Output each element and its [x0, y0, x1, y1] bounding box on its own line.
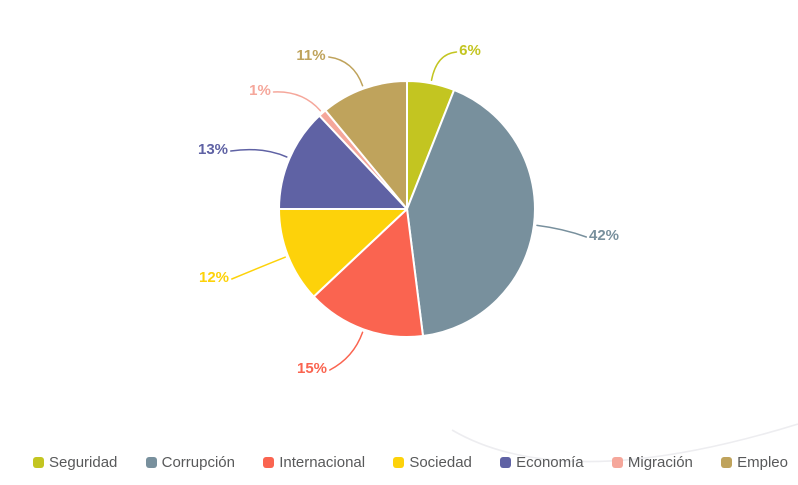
slice-percentage-label-economía: 13% [198, 141, 228, 158]
pie-slice-economía[interactable] [278, 114, 408, 210]
legend-label: Internacional [279, 453, 366, 471]
slice-percentage-label-empleo: 11% [296, 47, 325, 64]
legend-item-seguridad[interactable]: Seguridad [33, 454, 117, 471]
pie-slice-empleo[interactable] [324, 80, 408, 210]
legend-item-corrupción[interactable]: Corrupción [145, 453, 235, 471]
pie-slice-internacional[interactable] [312, 208, 424, 338]
legend-label: Seguridad [49, 453, 118, 471]
leader-line-seguridad [430, 51, 458, 82]
pie-slice-corrupción[interactable] [406, 89, 536, 337]
pie-slice-sociedad[interactable] [278, 208, 408, 298]
legend-swatch-empleo [721, 456, 733, 468]
watermark-arc [451, 423, 798, 463]
legend-label: Migración [627, 453, 693, 471]
legend-label: Empleo [737, 453, 788, 471]
leader-line-internacional [329, 331, 364, 371]
legend-item-economía[interactable]: Economía [500, 454, 584, 471]
legend-item-internacional[interactable]: Internacional [263, 454, 365, 471]
legend-swatch-seguridad [33, 456, 44, 468]
leader-line-corrupción [536, 224, 588, 238]
slice-percentage-label-sociedad: 12% [199, 269, 229, 286]
leader-line-migración [272, 91, 322, 112]
leader-line-economía [230, 148, 288, 158]
legend-swatch-migración [611, 456, 623, 468]
legend-item-empleo[interactable]: Empleo [721, 454, 788, 471]
leader-line-sociedad [231, 256, 286, 280]
legend-swatch-internacional [263, 456, 275, 468]
legend-label: Economía [516, 453, 584, 471]
slice-percentage-label-internacional: 15% [297, 360, 327, 377]
legend-swatch-corrupción [145, 456, 157, 468]
legend-item-migración[interactable]: Migración [611, 453, 693, 471]
legend-swatch-sociedad [393, 456, 405, 468]
legend-item-sociedad[interactable]: Sociedad [393, 454, 472, 471]
leader-line-empleo [328, 56, 364, 87]
legend-label: Sociedad [409, 453, 472, 471]
legend-swatch-economía [500, 456, 512, 468]
slice-percentage-label-migración: 1% [249, 82, 271, 99]
legend-label: Corrupción [161, 453, 235, 471]
chart-legend: Seguridad Corrupción Internacional Sociedad… [0, 450, 798, 474]
slice-percentage-label-corrupción: 42% [589, 227, 619, 244]
slice-percentage-label-seguridad: 6% [459, 42, 481, 59]
